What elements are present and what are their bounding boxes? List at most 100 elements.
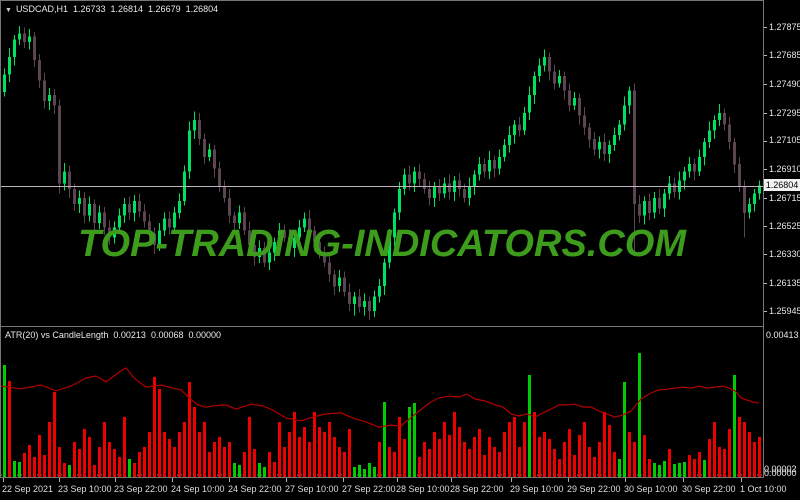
candle-length-bar <box>13 461 16 477</box>
atr-histogram-chart[interactable] <box>1 327 763 477</box>
candle-body <box>48 95 51 101</box>
candle-length-bar <box>378 442 381 477</box>
candle-body <box>703 142 706 157</box>
candle-body <box>393 212 396 238</box>
candle-length-bar <box>468 449 471 477</box>
candle-length-bar <box>543 432 546 477</box>
main-chart-panel[interactable]: TOP-TRADING-INDICATORS.COM ▼ USDCAD,H1 1.2… <box>0 0 764 327</box>
time-tick-mark <box>741 478 742 482</box>
candle-body <box>538 65 541 76</box>
candle-length-bar <box>383 402 386 477</box>
candle-length-bar <box>563 442 566 477</box>
candle-length-bar <box>163 432 166 477</box>
price-axis[interactable]: 1.26804 1.27875 1.27685 1.27490 1.27295 1.27… <box>764 0 800 478</box>
candle-body <box>8 56 11 75</box>
candle-length-bar <box>688 455 691 477</box>
indicator-panel[interactable]: ATR(20) vs CandleLength 0.00213 0.00068 0.0… <box>0 326 764 478</box>
candle-body <box>698 156 701 172</box>
candle-length-bar <box>248 417 251 477</box>
candle-body <box>343 277 346 293</box>
tick-mark <box>764 311 767 313</box>
symbol-dropdown-icon[interactable]: ▼ <box>5 7 12 14</box>
current-price-badge: 1.26804 <box>764 179 800 191</box>
candle-length-bar <box>158 388 161 477</box>
candle-length-bar <box>353 466 356 477</box>
candle-body <box>18 33 21 40</box>
time-tick-label: 27 Sep 10:00 <box>285 484 339 494</box>
candle-length-bar <box>603 411 606 477</box>
candle-length-bar <box>738 417 741 477</box>
indicator-name: ATR(20) vs CandleLength <box>5 330 109 340</box>
candle-length-bar <box>648 458 651 477</box>
time-tick-label: 1 Oct 10:00 <box>740 484 787 494</box>
candle-body <box>413 171 416 184</box>
candle-body <box>113 227 116 238</box>
candle-body <box>198 120 201 140</box>
candle-length-bar <box>218 436 221 477</box>
price-tick-label: 1.27875 <box>764 22 800 32</box>
price-tick-label: 1.27105 <box>764 135 800 145</box>
candle-length-bar <box>498 451 501 477</box>
candle-body <box>133 201 136 213</box>
candle-length-bar <box>53 392 56 477</box>
candle-length-bar <box>613 451 616 477</box>
candle-length-bar <box>153 377 156 477</box>
candle-body <box>668 183 671 194</box>
candle-length-bar <box>668 449 671 477</box>
candle-length-bar <box>273 462 276 477</box>
candle-body <box>353 296 356 304</box>
price-value: 1.25945 <box>769 305 800 316</box>
time-tick-mark <box>511 478 512 482</box>
price-value: 1.27490 <box>769 78 800 89</box>
candle-length-bar <box>3 365 6 477</box>
candle-body <box>88 203 91 216</box>
candle-length-bar <box>438 439 441 477</box>
tick-mark <box>764 27 767 29</box>
time-tick-label: 29 Sep 10:00 <box>510 484 564 494</box>
candle-length-bar <box>488 436 491 477</box>
candle-length-bar <box>718 447 721 477</box>
candle-length-bar <box>493 447 496 477</box>
candle-body <box>738 164 741 187</box>
candle-length-bar <box>343 451 346 477</box>
candle-length-bar <box>408 407 411 477</box>
candle-length-bar <box>443 421 446 477</box>
candle-length-bar <box>548 439 551 477</box>
time-tick-label: 29 Sep 22:00 <box>567 484 621 494</box>
candle-body <box>593 139 596 150</box>
candle-length-bar <box>653 463 656 477</box>
candle-body <box>733 142 736 165</box>
time-tick-mark <box>172 478 173 482</box>
candlestick-chart[interactable] <box>1 1 763 326</box>
candle-length-bar <box>293 411 296 477</box>
candle-length-bar <box>598 442 601 477</box>
candle-length-bar <box>188 381 191 477</box>
candle-length-bar <box>573 455 576 477</box>
tick-mark <box>764 254 767 256</box>
time-tick-mark <box>397 478 398 482</box>
candle-length-bar <box>223 447 226 477</box>
candle-body <box>713 120 716 131</box>
atr-line <box>1 367 760 428</box>
candle-body <box>33 36 36 60</box>
time-axis[interactable]: 22 Sep 2021 23 Sep 10:00 23 Sep 22:00 24 Se… <box>0 477 800 500</box>
candle-body <box>748 203 751 213</box>
time-tick-label: 27 Sep 22:00 <box>342 484 396 494</box>
candle-body <box>653 198 656 213</box>
candle-body <box>73 189 76 204</box>
candle-length-bar <box>448 434 451 477</box>
candle-length-bar <box>483 455 486 477</box>
candle-body <box>253 245 256 257</box>
candle-length-bar <box>258 463 261 477</box>
time-tick-label: 24 Sep 22:00 <box>228 484 282 494</box>
time-tick-mark <box>451 478 452 482</box>
candle-body <box>333 274 336 287</box>
candle-body <box>223 186 226 199</box>
candle-body <box>458 180 461 190</box>
candle-length-bar <box>83 428 86 477</box>
candle-body <box>338 277 341 287</box>
candle-length-bar <box>663 461 666 477</box>
candle-length-bar <box>283 447 286 477</box>
candle-body <box>438 186 441 194</box>
time-tick-label: 30 Sep 10:00 <box>624 484 678 494</box>
